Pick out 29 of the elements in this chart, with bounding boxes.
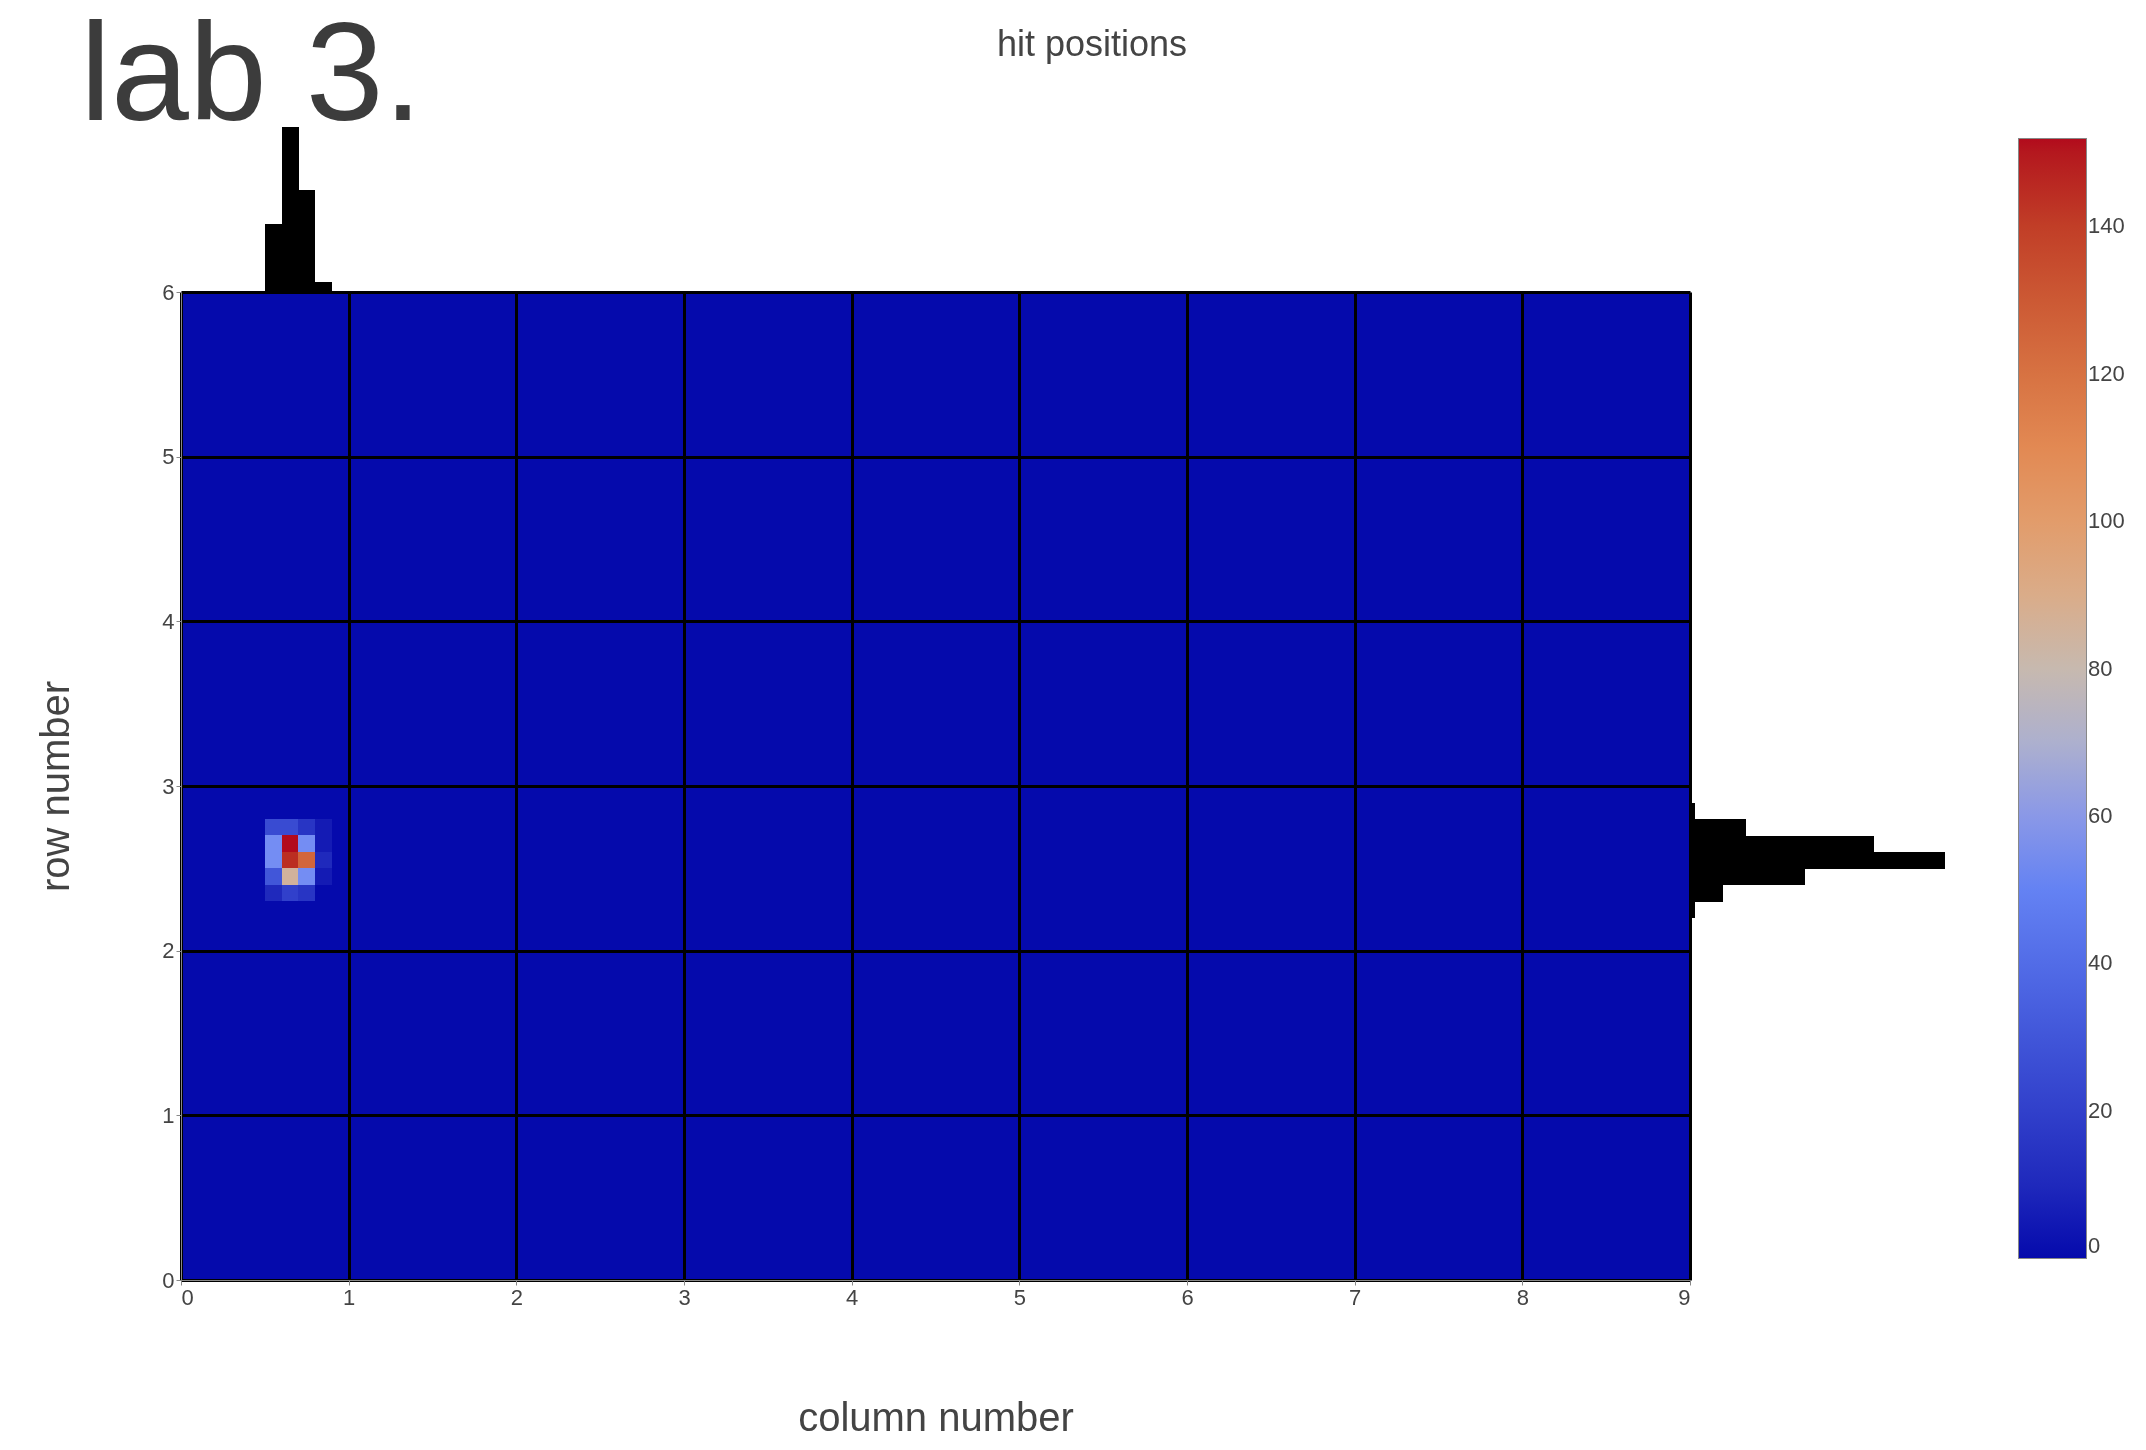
text: hit positions: [996, 22, 1188, 66]
color-bar-label: 20: [2088, 1097, 2113, 1123]
x-tick-label: 7: [1349, 1284, 1362, 1310]
x-tick-label: 3: [678, 1284, 691, 1310]
x-axis-title: column number: [798, 1394, 1074, 1439]
annotation: lab 3.: [80, 0, 423, 150]
color-bar-label: 100: [2088, 508, 2125, 534]
x-tick-label: 2: [510, 1284, 523, 1310]
y-tick-label: 1: [162, 1102, 175, 1128]
color-bar-label: 140: [2088, 213, 2125, 239]
y-tick-label: 6: [162, 279, 175, 305]
x-tick-label: 4: [846, 1284, 859, 1310]
y-tick-label: 2: [162, 938, 175, 964]
color-bar-label: 0: [2088, 1233, 2101, 1258]
x-tick-label: 0: [181, 1284, 194, 1310]
color-bar-label: 80: [2088, 655, 2113, 681]
y-axis-title: row number: [33, 680, 78, 893]
y-tick-label: 5: [162, 444, 175, 470]
y-tick-label: 0: [162, 1267, 175, 1293]
x-tick-label: 1: [343, 1284, 356, 1310]
color-bar-label: 40: [2088, 950, 2113, 976]
color-bar-label: 120: [2088, 360, 2125, 386]
y-tick-label: 3: [162, 773, 175, 799]
color-bar-label: 60: [2088, 802, 2113, 828]
x-tick-label: 9: [1678, 1284, 1691, 1310]
x-tick-label: 5: [1013, 1284, 1026, 1310]
x-tick-label: 6: [1181, 1284, 1194, 1310]
x-tick-label: 8: [1516, 1284, 1529, 1310]
y-tick-label: 4: [162, 608, 175, 634]
